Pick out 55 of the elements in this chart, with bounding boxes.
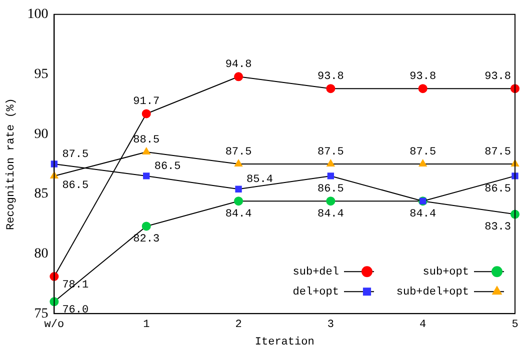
legend-label: sub+del — [292, 266, 339, 279]
point — [234, 160, 242, 166]
y-tick-label: 80 — [34, 246, 48, 262]
point — [326, 196, 336, 206]
y-tick-label: 85 — [34, 186, 48, 202]
data-label: 87.5 — [410, 146, 436, 158]
point — [512, 172, 518, 180]
data-label: 91.7 — [133, 96, 160, 108]
x-tick-label: 1 — [143, 319, 150, 332]
data-label: 86.5 — [317, 183, 344, 196]
legend-label: sub+opt — [422, 266, 469, 279]
data-label: 83.3 — [484, 222, 511, 234]
data-label: 93.8 — [317, 71, 344, 84]
x-tick-label: 2 — [235, 319, 242, 332]
data-label: 84.4 — [225, 208, 252, 221]
point — [327, 172, 334, 180]
data-label: 88.5 — [133, 134, 160, 146]
x-tick-label: 4 — [420, 319, 427, 332]
point — [326, 160, 335, 166]
data-label: 84.4 — [317, 208, 344, 221]
data-label: 87.5 — [225, 146, 252, 158]
point — [142, 222, 151, 231]
x-axis-title: Iteration — [254, 336, 314, 348]
point — [326, 84, 336, 94]
point — [418, 84, 428, 94]
y-tick-label: 90 — [34, 126, 48, 142]
data-label: 86.5 — [62, 180, 89, 192]
legend-label: sub+del+opt — [396, 286, 469, 299]
data-label: 86.5 — [484, 183, 511, 196]
point — [234, 196, 244, 206]
x-tick-label: w/o — [44, 319, 64, 332]
point — [235, 186, 242, 192]
data-label: 85.4 — [246, 174, 274, 186]
data-label: 94.8 — [225, 59, 252, 72]
y-axis-title: Recognition rate (%) — [6, 98, 18, 230]
data-label: 87.5 — [62, 148, 89, 161]
data-label: 76.0 — [62, 304, 89, 317]
y-tick-label: 100 — [27, 7, 48, 22]
x-tick-label: 5 — [512, 319, 518, 332]
y-tick-label: 95 — [34, 66, 48, 82]
point — [142, 109, 151, 118]
legend-label: del+opt — [292, 286, 339, 299]
data-label: 87.5 — [317, 146, 344, 158]
point — [418, 160, 427, 166]
data-label: 82.3 — [133, 234, 160, 246]
y-tick-label: 75 — [34, 306, 48, 322]
point — [142, 148, 150, 155]
data-label: 84.4 — [410, 208, 436, 221]
data-label: 86.5 — [154, 160, 181, 173]
data-label: 93.8 — [410, 71, 436, 84]
data-label: 87.5 — [484, 146, 511, 158]
point — [234, 72, 244, 82]
x-tick-label: 3 — [327, 319, 334, 332]
data-label: 93.8 — [484, 71, 511, 84]
point — [143, 172, 150, 180]
